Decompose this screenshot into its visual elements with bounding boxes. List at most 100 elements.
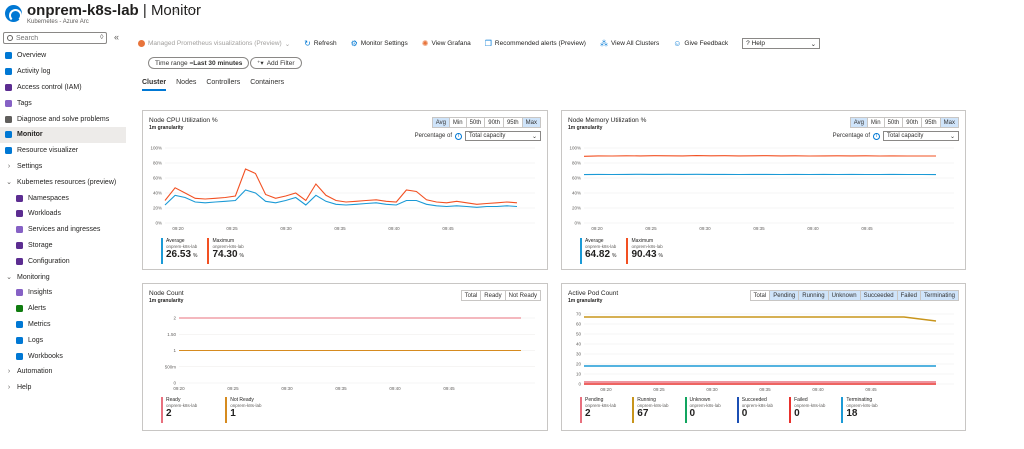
toggle-max[interactable]: Max — [521, 118, 540, 127]
toggle-min[interactable]: Min — [866, 118, 884, 127]
legend-item-average[interactable]: Average onprem-k8s-lab 64.82% — [580, 238, 616, 264]
legend-item-not-ready[interactable]: Not Ready onprem-k8s-lab 1 — [225, 397, 262, 423]
tab-nodes[interactable]: Nodes — [176, 79, 197, 86]
info-icon[interactable]: i — [873, 132, 880, 140]
legend-item-running[interactable]: Running onprem-k8s-lab 67 — [632, 397, 669, 423]
sidebar-item-insights[interactable]: Insights — [0, 285, 126, 301]
capacity-dropdown[interactable]: Total capacity ⌄ — [883, 131, 959, 141]
toggle-succeeded[interactable]: Succeeded — [859, 291, 897, 300]
sidebar-item-alerts[interactable]: Alerts — [0, 301, 126, 317]
toggle-min[interactable]: Min — [448, 118, 466, 127]
legend-item-unknown[interactable]: Unknown onprem-k8s-lab 0 — [684, 397, 721, 423]
sidebar-item-metrics[interactable]: Metrics — [0, 317, 126, 333]
percentage-of-label: Percentage of — [832, 133, 870, 139]
x-tick-label: 09:20 — [591, 226, 603, 231]
sidebar-item-access-control-iam[interactable]: Access control (IAM) — [0, 80, 126, 96]
toggle-50th[interactable]: 50th — [883, 118, 903, 127]
toggle-running[interactable]: Running — [798, 291, 828, 300]
toggle-total[interactable]: Total — [753, 292, 767, 299]
sidebar-item-tags[interactable]: Tags — [0, 95, 126, 111]
tab-containers[interactable]: Containers — [250, 79, 285, 86]
toggle-90th[interactable]: 90th — [902, 118, 921, 127]
capacity-dropdown[interactable]: Total capacity ⌄ — [465, 131, 541, 141]
search-input[interactable] — [16, 34, 96, 42]
sidebar-options-icon[interactable]: ◊ — [100, 34, 104, 41]
collapse-sidebar-icon[interactable]: « — [114, 32, 120, 42]
sidebar-item-workloads[interactable]: Workloads — [0, 206, 126, 222]
legend-item-succeeded[interactable]: Succeeded onprem-k8s-lab 0 — [736, 397, 773, 423]
toggle-not-ready[interactable]: Not Ready — [504, 291, 540, 300]
sidebar-item-workbooks[interactable]: Workbooks — [0, 348, 126, 364]
percentage-of-row: Percentage of i Total capacity ⌄ — [833, 131, 959, 141]
sidebar-item-kubernetes-resources-preview[interactable]: ⌄ Kubernetes resources (preview) — [0, 174, 126, 190]
info-icon[interactable]: i — [455, 132, 462, 140]
x-tick-label: 09:25 — [645, 226, 657, 231]
sidebar-item-automation[interactable]: › Automation — [0, 364, 126, 380]
legend-item-average[interactable]: Average onprem-k8s-lab 26.53% — [161, 238, 197, 264]
sidebar-item-monitor[interactable]: Monitor — [0, 126, 126, 143]
sidebar-item-settings[interactable]: › Settings — [0, 159, 126, 175]
legend-item-pending[interactable]: Pending onprem-k8s-lab 2 — [580, 397, 616, 423]
legend-cluster: onprem-k8s-lab — [631, 244, 663, 249]
sidebar-item-services-and-ingresses[interactable]: Services and ingresses — [0, 222, 126, 238]
recommended-alerts-button[interactable]: ❒ Recommended alerts (Preview) — [485, 39, 586, 48]
legend-value-number: 67 — [637, 408, 649, 419]
monitor-settings-button[interactable]: ⚙ Monitor Settings — [351, 39, 408, 48]
sidebar-item-activity-log[interactable]: Activity log — [0, 64, 126, 80]
legend-value-number: 74.30 — [212, 249, 238, 260]
configuration-icon — [16, 257, 23, 265]
sidebar-item-label: Monitoring — [17, 273, 50, 281]
active-pod-count-card: Active Pod Count 1m granularity Total Pendi… — [561, 283, 966, 431]
legend-item-terminating[interactable]: Terminating onprem-k8s-lab 18 — [841, 397, 878, 423]
toggle-avg[interactable]: Avg — [432, 118, 449, 127]
sidebar-item-storage[interactable]: Storage — [0, 238, 126, 254]
chart-legend: Ready onprem-k8s-lab 2 Not Ready onprem-k8s-… — [161, 397, 262, 423]
series-line-maximum — [583, 155, 936, 157]
toggle-total[interactable]: Total — [464, 292, 478, 299]
sidebar-item-help[interactable]: › Help — [0, 380, 126, 396]
sidebar-item-configuration[interactable]: Configuration — [0, 253, 126, 269]
legend-color-swatch — [841, 397, 844, 423]
sidebar-item-resource-visualizer[interactable]: Resource visualizer — [0, 143, 126, 159]
legend-value-number: 90.43 — [631, 249, 657, 260]
sidebar-item-logs[interactable]: Logs — [0, 332, 126, 348]
sidebar-item-overview[interactable]: Overview — [0, 48, 126, 64]
sidebar-search[interactable] — [3, 32, 107, 44]
legend-item-failed[interactable]: Failed onprem-k8s-lab 0 — [789, 397, 825, 423]
toggle-ready[interactable]: Ready — [480, 291, 504, 300]
favorite-star-icon[interactable]: ☆ — [171, 5, 180, 15]
toggle-50th[interactable]: 50th — [465, 118, 485, 127]
sidebar-item-label: Resource visualizer — [17, 147, 79, 155]
toggle-unknown[interactable]: Unknown — [827, 291, 860, 300]
toggle-pending[interactable]: Pending — [769, 291, 799, 300]
sidebar-item-namespaces[interactable]: Namespaces — [0, 190, 126, 206]
toggle-95th[interactable]: 95th — [920, 118, 940, 127]
toggle-max[interactable]: Max — [939, 118, 958, 127]
sidebar-item-label: Settings — [17, 162, 43, 170]
sidebar-item-monitoring[interactable]: ⌄ Monitoring — [0, 269, 126, 285]
toggle-avg[interactable]: Avg — [850, 118, 867, 127]
toggle-terminating[interactable]: Terminating — [919, 291, 958, 300]
sidebar-item-label: Overview — [17, 52, 47, 60]
sidebar-item-diagnose-and-solve-problems[interactable]: Diagnose and solve problems — [0, 111, 126, 127]
toggle-90th[interactable]: 90th — [484, 118, 503, 127]
help-dropdown[interactable]: ? Help ⌄ — [742, 38, 821, 49]
add-filter-button[interactable]: ⁺▾ Add Filter — [250, 57, 302, 69]
give-feedback-button[interactable]: ☺ Give Feedback — [673, 39, 728, 48]
view-grafana-button[interactable]: ✺ View Grafana — [422, 39, 471, 48]
legend-cluster: onprem-k8s-lab — [585, 403, 617, 408]
prometheus-visualizations-toggle[interactable]: Managed Prometheus visualizations (Previ… — [138, 40, 290, 48]
refresh-button[interactable]: ↻ Refresh — [304, 39, 336, 48]
toggle-failed[interactable]: Failed — [896, 291, 920, 300]
tab-cluster[interactable]: Cluster — [142, 79, 167, 91]
legend-value-number: 64.82 — [585, 249, 611, 260]
more-options-icon[interactable]: ··· — [186, 4, 198, 14]
x-tick-label: 09:20 — [173, 386, 185, 391]
toggle-95th[interactable]: 95th — [502, 118, 522, 127]
legend-item-maximum[interactable]: Maximum onprem-k8s-lab 74.30% — [207, 238, 244, 264]
view-all-clusters-button[interactable]: ⁂ View All Clusters — [600, 39, 659, 48]
time-range-filter[interactable]: Time range = Last 30 minutes — [148, 57, 250, 69]
tab-controllers[interactable]: Controllers — [206, 79, 241, 86]
legend-item-ready[interactable]: Ready onprem-k8s-lab 2 — [161, 397, 197, 423]
legend-item-maximum[interactable]: Maximum onprem-k8s-lab 90.43% — [626, 238, 663, 264]
